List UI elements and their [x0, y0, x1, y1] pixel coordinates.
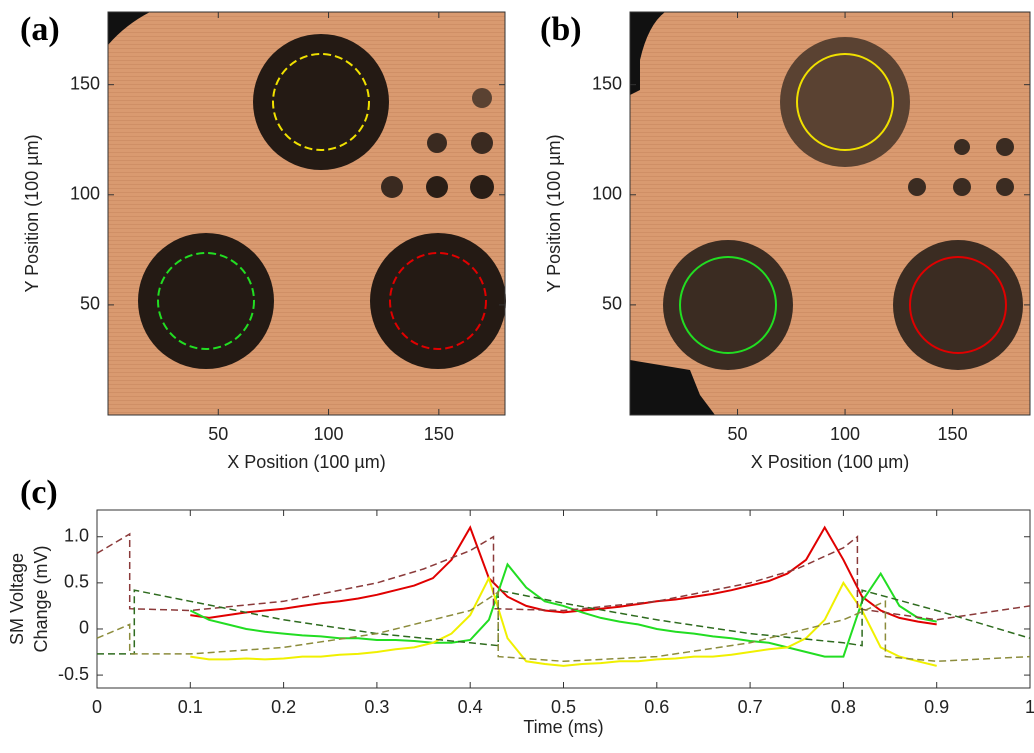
- y-tick-label: 50: [602, 294, 622, 314]
- x-tick-label: 0: [92, 697, 102, 717]
- x-tick-label: 0.9: [924, 697, 949, 717]
- x-axis-label: Time (ms): [523, 717, 603, 737]
- x-tick-label: 0.7: [738, 697, 763, 717]
- panel-label: (c): [20, 474, 58, 511]
- series-line: [190, 575, 937, 667]
- y-tick-label: 50: [80, 294, 100, 314]
- y-tick-label: 1.0: [64, 525, 89, 545]
- x-tick-label: 0.5: [551, 697, 576, 717]
- y-tick-label: -0.5: [58, 664, 89, 684]
- x-axis-label: X Position (100 µm): [227, 452, 385, 472]
- x-tick-label: 1: [1025, 697, 1034, 717]
- axes-frame: [107, 11, 506, 416]
- x-tick-label: 0.6: [644, 697, 669, 717]
- x-tick-label: 100: [314, 424, 344, 444]
- series-line: [189, 562, 937, 658]
- y-axis-label: Y Position (100 µm): [544, 134, 564, 292]
- y-tick-label: 100: [592, 184, 622, 204]
- panel-label: (a): [20, 11, 60, 48]
- x-axis-label: X Position (100 µm): [751, 452, 909, 472]
- x-tick-label: 150: [424, 424, 454, 444]
- y-tick-label: 150: [592, 73, 622, 93]
- y-tick-label: 150: [70, 73, 100, 93]
- x-tick-label: 50: [208, 424, 228, 444]
- axes-frame: [629, 11, 1031, 416]
- x-tick-label: 0.3: [364, 697, 389, 717]
- y-tick-label: 0: [79, 618, 89, 638]
- y-axis-label: Change (mV): [31, 545, 51, 652]
- series-line: [190, 525, 937, 626]
- panel-label: (b): [540, 11, 582, 48]
- x-tick-label: 0.2: [271, 697, 296, 717]
- x-tick-label: 0.1: [178, 697, 203, 717]
- series-line: [97, 589, 1031, 655]
- x-tick-label: 150: [938, 424, 968, 444]
- y-axis-label: Y Position (100 µm): [22, 134, 42, 292]
- x-tick-label: 100: [830, 424, 860, 444]
- series-line: [96, 532, 1031, 621]
- y-axis-label: SM Voltage: [7, 553, 27, 645]
- series-line: [96, 590, 1031, 663]
- x-tick-label: 50: [728, 424, 748, 444]
- x-tick-label: 0.4: [458, 697, 483, 717]
- image-b: [630, 12, 1030, 415]
- x-tick-label: 0.8: [831, 697, 856, 717]
- y-tick-label: 0.5: [64, 572, 89, 592]
- y-tick-label: 100: [70, 184, 100, 204]
- image-a: [108, 12, 506, 415]
